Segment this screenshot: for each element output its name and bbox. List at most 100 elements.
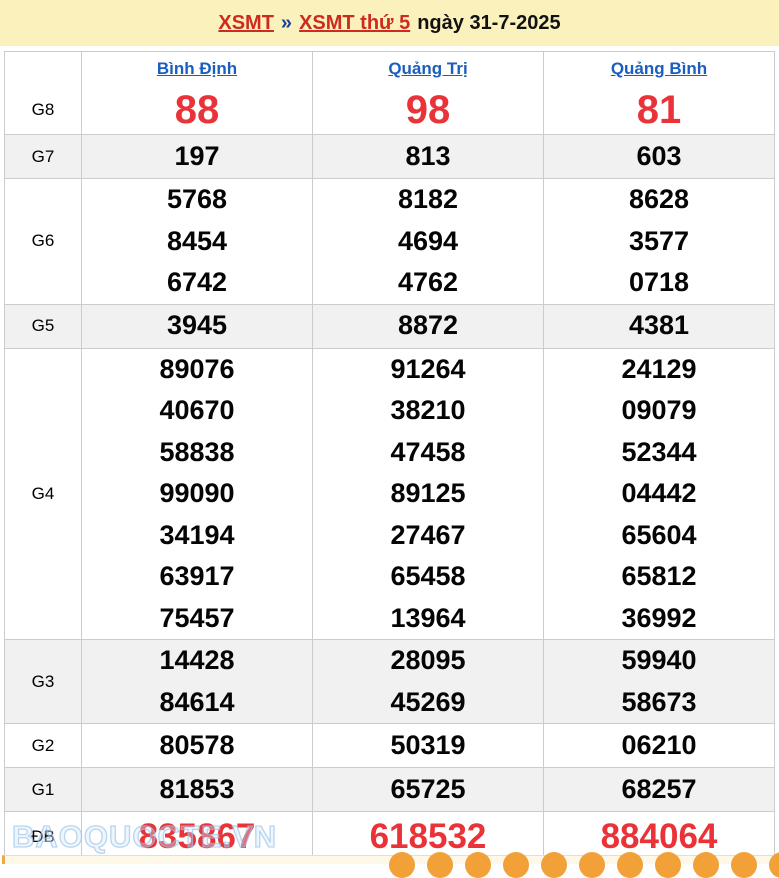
result-value: 34194	[159, 519, 235, 550]
result-value: 0718	[628, 267, 690, 297]
result-value: 52344	[621, 436, 697, 467]
prize-row-g4: G4 89076 40670 58838 99090 34194 63917 75457 912…	[5, 347, 774, 639]
result-value: 603	[636, 140, 682, 171]
result-cell-g1-0: 81853	[81, 768, 312, 811]
result-value: 24129	[621, 353, 697, 384]
result-value: 68257	[621, 773, 697, 804]
prize-label-g5: G5	[31, 316, 55, 335]
result-value: 3577	[628, 225, 690, 256]
result-cell-db-2: 884064	[543, 812, 774, 862]
result-value: 14428	[159, 645, 235, 675]
prize-label-g2: G2	[31, 735, 55, 755]
lottery-ball-icon	[655, 852, 681, 878]
result-value: 81	[636, 88, 682, 132]
result-cell-g5-0: 3945	[81, 304, 312, 348]
prize-row-g8: G8 88 98 81	[5, 86, 774, 134]
result-value: 835867	[138, 817, 256, 856]
result-value: 65812	[621, 561, 697, 591]
lottery-ball-icon	[731, 852, 757, 878]
results-table: Bình Định Quảng Trị Quảng Bình G8 88 98 81 G…	[4, 51, 775, 863]
result-value: 04442	[621, 478, 697, 508]
result-cell-g4-2: 24129 09079 52344 04442 65604 65812 36992	[543, 348, 774, 639]
result-value: 58673	[621, 686, 697, 717]
result-value: 4381	[628, 310, 690, 341]
result-cell-g5-1: 8872	[312, 304, 543, 348]
prize-rows: G8 88 98 81 G7 197 813 603 G6 5768 8454 6742 8182 469…	[5, 86, 774, 862]
prize-row-g6: G6 5768 8454 6742 8182 4694 4762 8628 3577 0718	[5, 178, 774, 304]
result-value: 40670	[159, 395, 235, 425]
result-value: 47458	[390, 436, 466, 467]
result-value: 06210	[621, 729, 697, 760]
lottery-ball-icon	[617, 852, 643, 878]
province-link-binh-dinh[interactable]: Bình Định	[156, 59, 238, 78]
result-value: 36992	[621, 602, 697, 633]
result-cell-g1-1: 65725	[312, 768, 543, 811]
result-cell-g6-0: 5768 8454 6742	[81, 179, 312, 304]
result-value: 28095	[390, 645, 466, 675]
province-link-quang-binh[interactable]: Quảng Bình	[610, 59, 708, 78]
lottery-ball-icon	[427, 852, 453, 878]
lottery-ball-icon	[693, 852, 719, 878]
result-value: 8182	[397, 184, 459, 214]
header-cell: Quảng Trị	[312, 52, 543, 86]
result-cell-g3-2: 59940 58673	[543, 640, 774, 723]
result-value: 884064	[600, 817, 718, 856]
result-value: 98	[405, 88, 451, 132]
result-cell-db-1: 618532	[312, 812, 543, 862]
lottery-ball-icon	[465, 852, 491, 878]
prize-row-g2: G2 80578 50319 06210	[5, 723, 774, 767]
title-date: ngày 31-7-2025	[417, 11, 561, 34]
result-cell-g7-1: 813	[312, 135, 543, 178]
result-value: 197	[174, 140, 220, 171]
lottery-ball-icon	[541, 852, 567, 878]
result-value: 5768	[166, 184, 228, 214]
result-value: 89125	[390, 478, 466, 508]
result-value: 618532	[369, 817, 487, 856]
result-value: 27467	[390, 519, 466, 550]
province-link-quang-tri[interactable]: Quảng Trị	[388, 59, 468, 78]
header-empty-cell	[5, 52, 81, 86]
result-cell-g7-0: 197	[81, 135, 312, 178]
result-value: 58838	[159, 436, 235, 467]
prize-label-g3: G3	[31, 671, 55, 691]
result-value: 84614	[159, 686, 235, 717]
lottery-ball-icon	[389, 852, 415, 878]
result-value: 8872	[397, 310, 459, 341]
result-cell-db-0: 835867	[81, 812, 312, 862]
result-value: 75457	[159, 602, 235, 633]
prize-row-g3: G3 14428 84614 28095 45269 59940 58673	[5, 639, 774, 723]
xsmt-thu5-link[interactable]: XSMT thứ 5	[299, 11, 411, 34]
result-value: 3945	[166, 310, 228, 341]
result-cell-g7-2: 603	[543, 135, 774, 178]
page-title-bar: XSMT » XSMT thứ 5 ngày 31-7-2025	[0, 0, 779, 46]
prize-row-g1: G1 81853 65725 68257	[5, 767, 774, 811]
result-value: 81853	[159, 773, 235, 804]
result-cell-g1-2: 68257	[543, 768, 774, 811]
lottery-ball-icon	[503, 852, 529, 878]
result-cell-g2-0: 80578	[81, 724, 312, 767]
prize-row-g5: G5 3945 8872 4381	[5, 303, 774, 348]
result-cell-g6-1: 8182 4694 4762	[312, 179, 543, 304]
breadcrumb-separator: »	[280, 11, 293, 34]
prize-row-g7: G7 197 813 603	[5, 134, 774, 178]
result-value: 45269	[390, 686, 466, 717]
result-cell-g3-1: 28095 45269	[312, 640, 543, 723]
prize-row-db: ĐB 835867 618532 884064	[5, 811, 774, 862]
result-value: 65458	[390, 561, 466, 591]
prize-label-g4: G4	[31, 483, 55, 503]
result-cell-g3-0: 14428 84614	[81, 640, 312, 723]
result-cell-g8-1: 98	[312, 86, 543, 134]
result-value: 65725	[390, 773, 466, 804]
result-cell-g8-0: 88	[81, 86, 312, 134]
result-cell-g2-1: 50319	[312, 724, 543, 767]
header-cell: Bình Định	[81, 52, 312, 86]
result-value: 88	[174, 88, 220, 132]
xsmt-link[interactable]: XSMT	[218, 11, 274, 34]
result-value: 50319	[390, 729, 466, 760]
result-value: 8454	[166, 225, 228, 256]
result-cell-g4-0: 89076 40670 58838 99090 34194 63917 75457	[81, 348, 312, 639]
result-value: 63917	[159, 561, 235, 591]
result-value: 13964	[390, 602, 466, 633]
result-value: 38210	[390, 395, 466, 425]
result-value: 91264	[390, 353, 466, 384]
